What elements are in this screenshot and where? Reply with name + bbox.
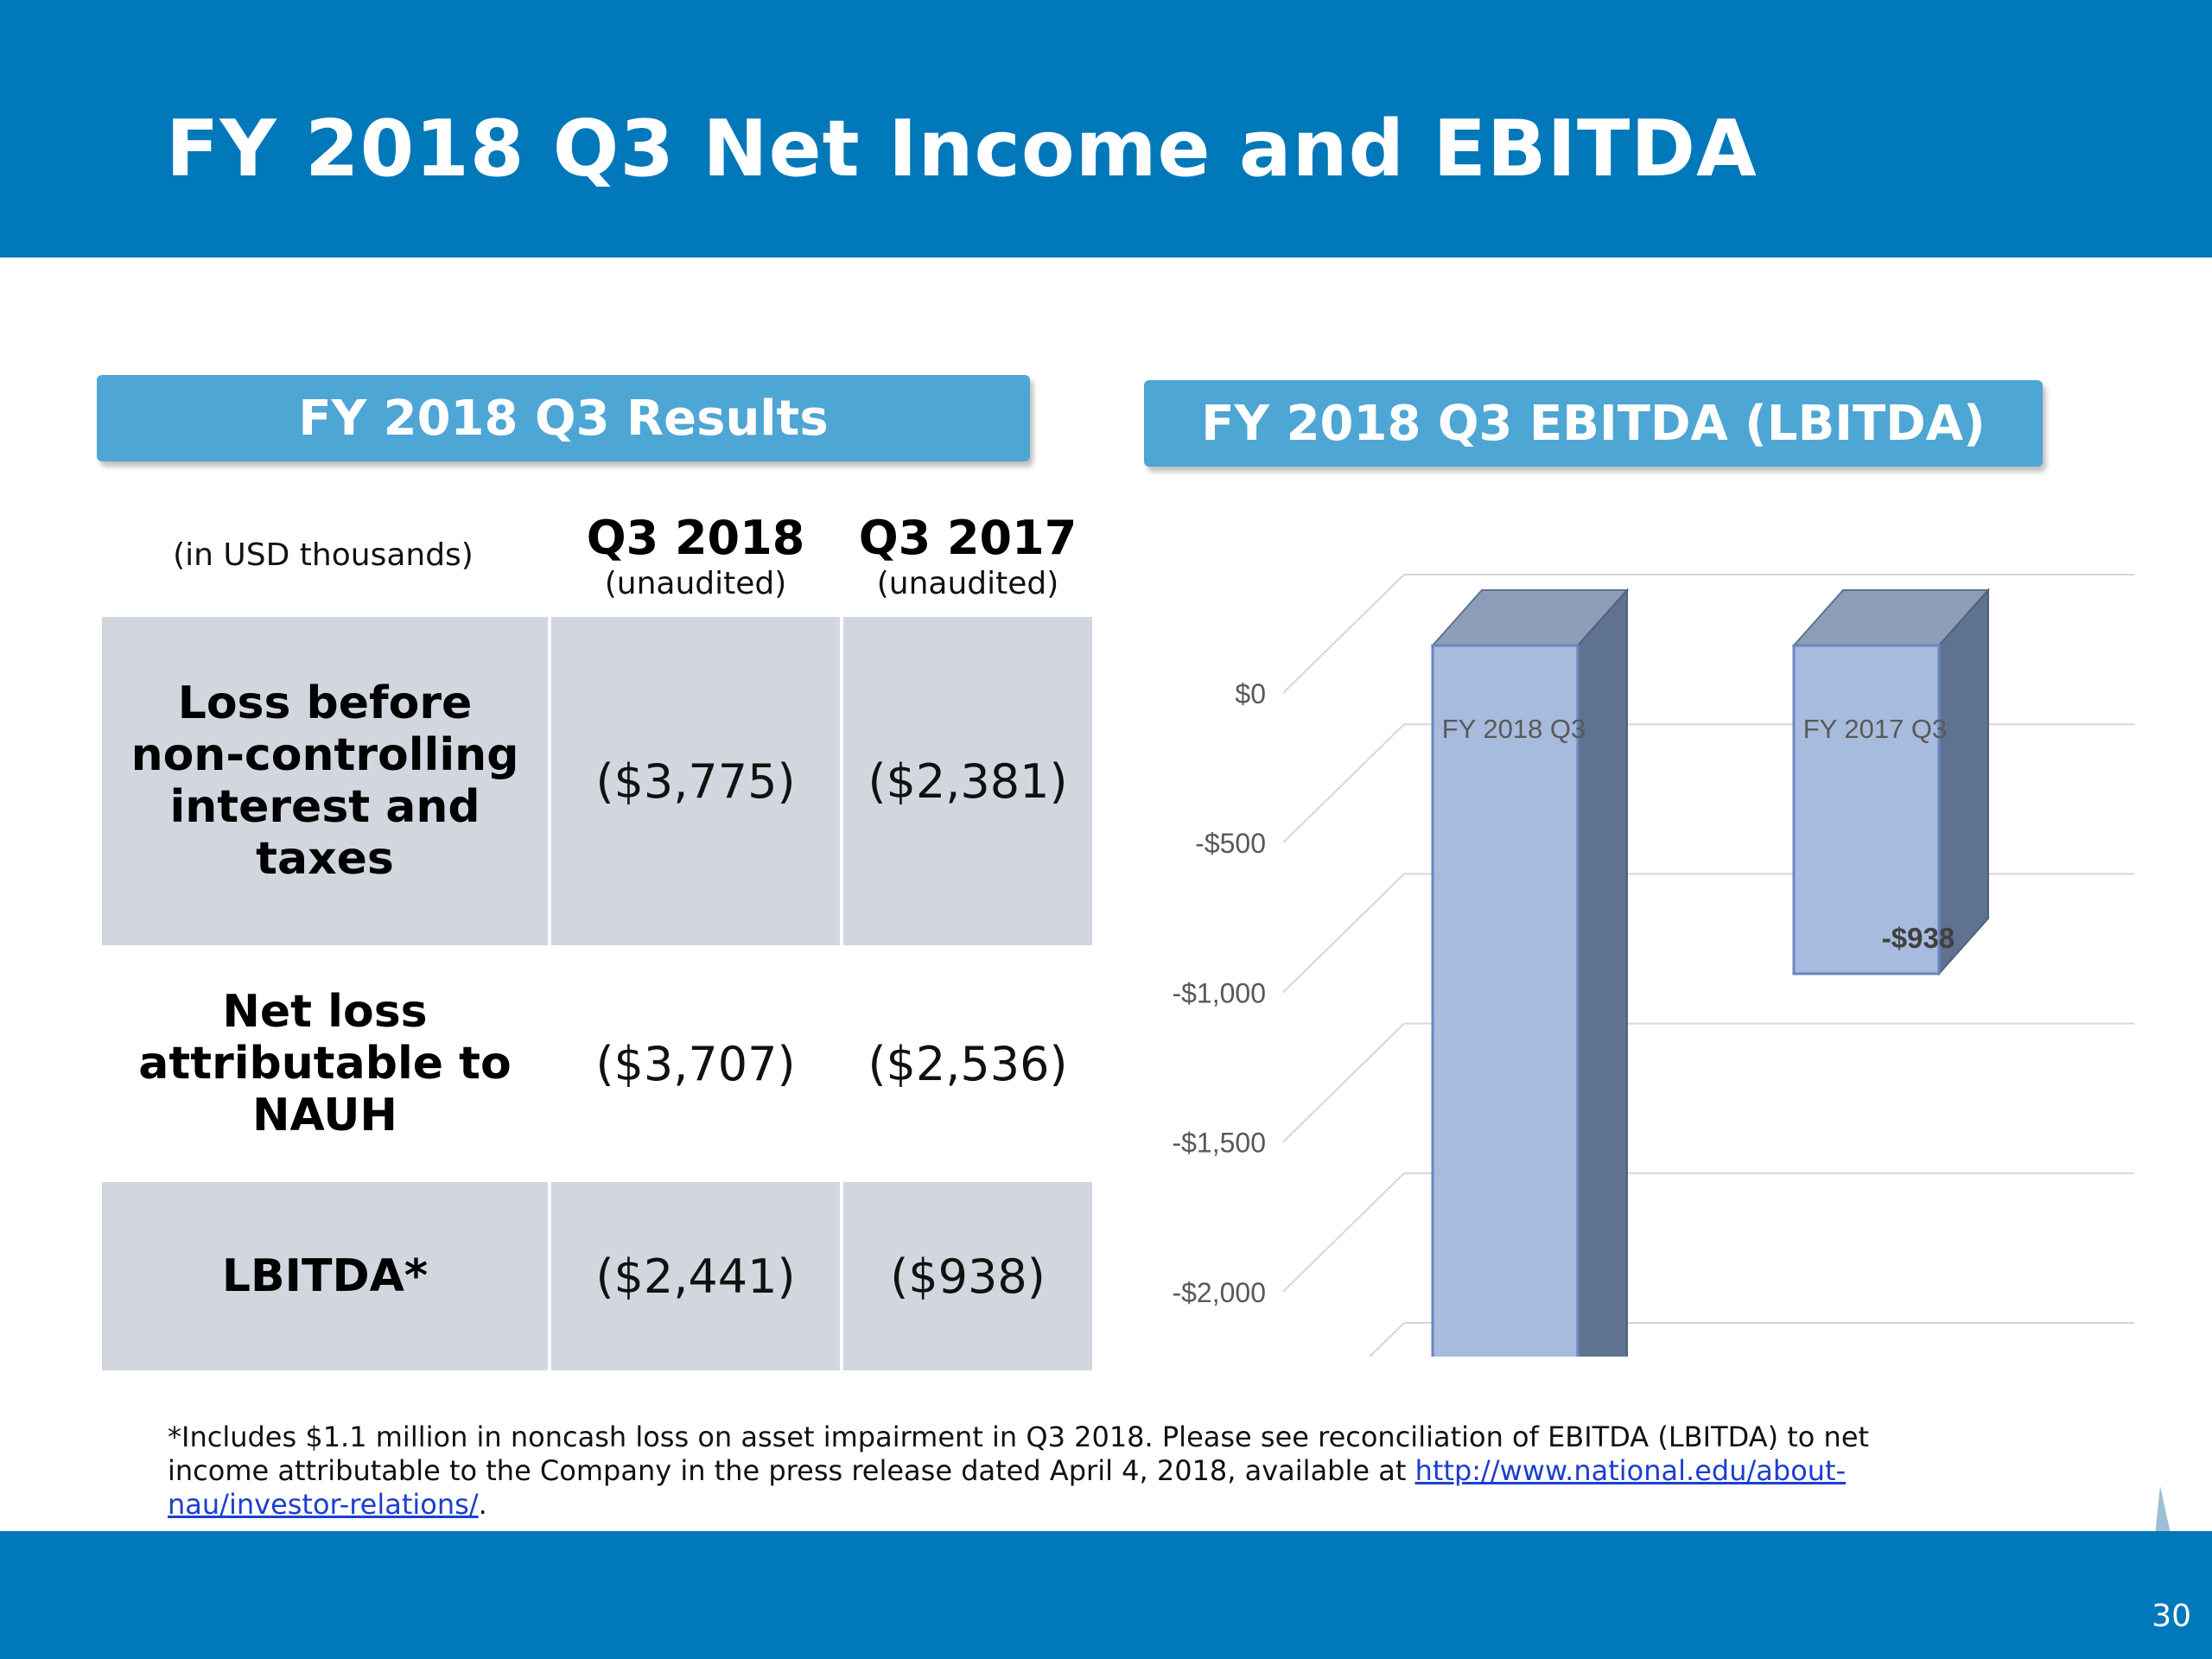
page-number: 30 — [2152, 1599, 2191, 1634]
y-tick-label: -$1,500 — [1172, 1128, 1266, 1159]
column-note: (unaudited) — [876, 566, 1059, 601]
cell-lbitda-q3-2018: ($2,441) — [551, 1182, 840, 1370]
results-header: FY 2018 Q3 Results — [97, 375, 1030, 461]
cell-lbitda-q3-2017: ($938) — [843, 1182, 1092, 1370]
gridline-diagonal — [1282, 1173, 1405, 1293]
bar — [1431, 644, 1580, 1357]
gridline-diagonal — [1368, 1322, 1405, 1357]
cell-net-loss-nauh-q3-2018: ($3,707) — [595, 1036, 796, 1091]
column-header-q3-2018: Q3 2018 (unaudited) — [557, 512, 834, 603]
footnote: *Includes $1.1 million in noncash loss o… — [168, 1421, 1948, 1522]
data-label: -$938 — [1882, 922, 1955, 954]
column-note: (unaudited) — [604, 566, 787, 601]
cell-loss-before-nci-q3-2018: ($3,775) — [551, 617, 840, 945]
bar-side-face — [1938, 588, 1989, 976]
category-label: FY 2017 Q3 — [1803, 714, 1948, 744]
ebitda-header: FY 2018 Q3 EBITDA (LBITDA) — [1144, 380, 2043, 467]
investor-relations-link[interactable]: http://www.national.edu/about-nau/invest… — [168, 1454, 1847, 1521]
y-tick-label: -$2,000 — [1172, 1277, 1266, 1308]
column-header-q3-2017: Q3 2017 (unaudited) — [830, 512, 1106, 603]
column-year: Q3 2017 — [858, 511, 1077, 565]
row-label-loss-before-nci: Loss before non-controlling interest and… — [102, 617, 548, 945]
bar — [1792, 644, 1941, 976]
gridline-diagonal — [1282, 723, 1405, 843]
category-label: FY 2018 Q3 — [1442, 714, 1586, 744]
cell-net-loss-nauh-q3-2017: ($2,536) — [868, 1036, 1068, 1091]
column-year: Q3 2018 — [586, 511, 805, 565]
gridline-diagonal — [1282, 873, 1405, 994]
header-band — [0, 0, 2212, 257]
row-label-lbitda: LBITDA* — [102, 1182, 548, 1370]
y-tick-label: -$1,000 — [1172, 977, 1266, 1008]
slide-title: FY 2018 Q3 Net Income and EBITDA — [166, 104, 1758, 194]
row-label-net-loss-nauh: Net loss attributable to NAUH — [138, 986, 512, 1141]
y-tick-label: -$500 — [1195, 828, 1266, 859]
y-tick-label: $0 — [1235, 678, 1266, 709]
units-label: (in USD thousands) — [173, 537, 474, 573]
footer-band — [0, 1531, 2212, 1659]
bar-side-face — [1577, 588, 1628, 1357]
cell-loss-before-nci-q3-2017: ($2,381) — [843, 617, 1092, 945]
gridline-diagonal — [1282, 1022, 1405, 1143]
gridline-diagonal — [1282, 574, 1405, 694]
footnote-end: . — [478, 1488, 487, 1521]
footnote-text: *Includes $1.1 million in noncash loss o… — [168, 1421, 1870, 1487]
ebitda-chart: $0-$500-$1,000-$1,500-$2,000-$2,500FY 20… — [1172, 574, 2134, 1357]
